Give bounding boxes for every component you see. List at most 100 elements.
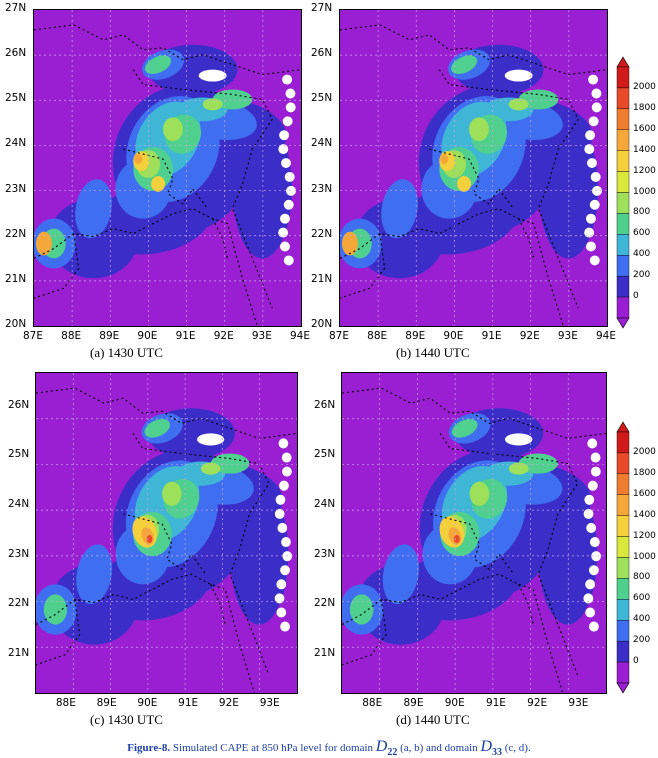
panel-b-x-tick: 88E (367, 330, 388, 342)
no-data-patch (275, 494, 286, 505)
panel-a-x-tick: 89E (99, 330, 120, 342)
cape-contour (75, 179, 112, 239)
figure-text-3: (c, d). (504, 742, 531, 754)
map-feature (36, 599, 81, 666)
figure-label: Figure-8. (127, 742, 171, 754)
no-data-patch (283, 199, 294, 210)
no-data-patch (590, 466, 601, 477)
no-data-patch (585, 130, 596, 141)
panel-b-x-tick: 92E (519, 330, 540, 342)
panel-b-x-tick: 89E (405, 330, 426, 342)
colorbar-swatch (616, 515, 630, 537)
no-data-patch (284, 171, 295, 182)
no-data-patch (504, 69, 533, 82)
cape-contour (341, 231, 358, 256)
no-data-patch (584, 227, 595, 238)
colorbar-swatch (616, 296, 630, 319)
panel-a-x-tick: 94E (290, 330, 310, 342)
panel-d-y-tick: 21N (314, 646, 336, 659)
no-data-patch (590, 171, 601, 182)
panel-a-x-tick: 88E (61, 330, 82, 342)
panel-c-y-tick: 22N (8, 597, 30, 610)
panel-d-y-tick: 26N (314, 398, 336, 411)
no-data-patch (198, 69, 227, 82)
colorbar-swatch (616, 213, 630, 235)
colorbar-swatch (616, 150, 630, 172)
map-feature (342, 573, 564, 693)
panel-b-y-tick: 26N (311, 47, 333, 60)
cape-map-b (339, 9, 608, 327)
colorbar-label: 1600 (633, 488, 656, 499)
no-data-patch (278, 438, 289, 449)
panel-d-x-tick: 88E (362, 697, 383, 709)
no-data-patch (281, 537, 291, 548)
colorbar-swatch (616, 452, 630, 475)
cape-contour (538, 483, 598, 625)
cape-contour (134, 154, 143, 165)
colorbar-swatch (616, 431, 630, 454)
colorbar-swatch (616, 494, 630, 516)
panel-c-y-tick: 21N (8, 646, 30, 659)
panel-a-y-tick: 22N (5, 227, 27, 240)
panel-d-y-tick: 24N (314, 497, 336, 510)
cape-contour (349, 594, 374, 625)
cape-contour (162, 481, 182, 506)
map-feature (430, 513, 515, 575)
no-data-patch (274, 508, 285, 519)
map-feature (340, 233, 386, 299)
colorbar-label: 2000 (633, 446, 656, 457)
cape-contour (232, 119, 293, 259)
no-data-patch (279, 213, 290, 224)
no-data-patch (587, 480, 598, 491)
colorbar-swatch (616, 578, 630, 600)
no-data-patch (276, 607, 287, 618)
map-feature (36, 387, 297, 439)
no-data-patch (504, 433, 533, 446)
map-feature (132, 69, 273, 309)
cape-contour (146, 535, 153, 544)
figure-caption: Figure-8. Simulated CAPE at 850 hPa leve… (0, 738, 658, 758)
cape-contour (518, 89, 559, 110)
colorbar-bottom: 2000 1800 1600 1400 1200 1000 800 600 400 200 0 (616, 420, 656, 695)
no-data-patch (590, 452, 601, 463)
panel-c-x-tick: 90E (137, 697, 158, 709)
colorbar-label: 200 (633, 635, 651, 646)
cape-contour (440, 154, 449, 165)
cape-contour (230, 483, 289, 625)
cape-contour (469, 117, 489, 142)
colorbar-label: 0 (633, 656, 639, 667)
colorbar-swatch (616, 171, 630, 193)
map-canvas (34, 10, 301, 326)
panel-d-y-tick: 25N (314, 448, 336, 461)
colorbar-label: 2000 (633, 81, 656, 92)
cape-contour (43, 594, 68, 625)
no-data-patch (591, 102, 602, 113)
cape-map-d (341, 372, 607, 694)
no-data-patch (588, 74, 599, 85)
panel-d-x-tick: 93E (568, 697, 589, 709)
no-data-patch (588, 116, 599, 127)
map-feature (123, 148, 209, 210)
cape-contour (163, 117, 183, 142)
colorbar-cap-top (616, 421, 630, 433)
no-data-patch (588, 565, 599, 576)
no-data-patch (592, 185, 602, 196)
panel-b-y-tick: 24N (311, 137, 333, 150)
no-data-patch (584, 494, 595, 505)
colorbar-label: 600 (633, 228, 651, 239)
panel-c-x-tick: 89E (96, 697, 117, 709)
no-data-patch (589, 537, 600, 548)
no-data-patch (585, 607, 596, 618)
colorbar-swatch (616, 473, 630, 495)
cape-map-c (35, 372, 298, 694)
caption-a: (a) 1430 UTC (90, 345, 163, 360)
panel-a-y-tick: 23N (5, 182, 27, 195)
map-feature (518, 584, 534, 625)
colorbar-top: 2000 1800 1600 1400 1200 1000 800 600 400 200 0 (616, 55, 656, 330)
no-data-patch (282, 466, 292, 477)
colorbar-swatch (616, 599, 630, 621)
colorbar-swatch (616, 192, 630, 214)
map-feature (429, 148, 515, 210)
panel-b-y-tick: 25N (311, 92, 333, 105)
no-data-patch (584, 144, 595, 155)
